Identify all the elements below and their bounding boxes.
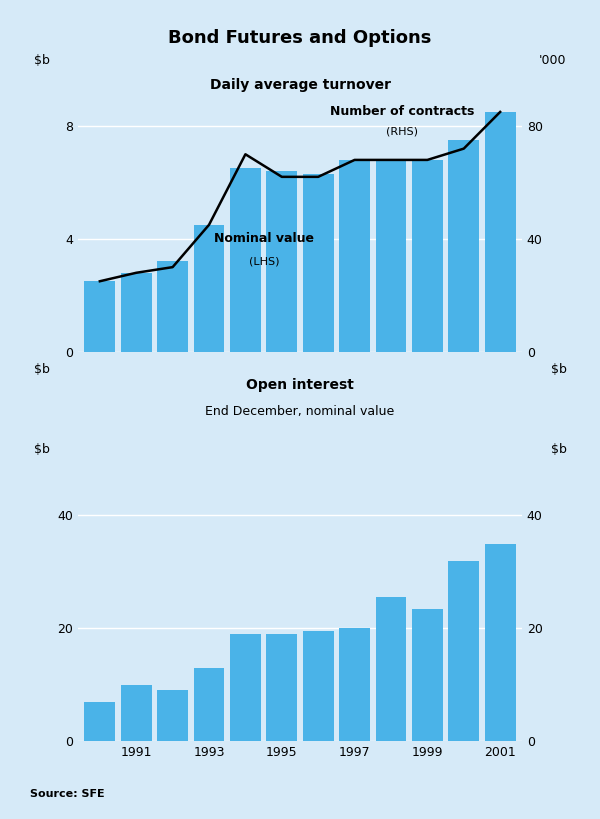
Text: Bond Futures and Options: Bond Futures and Options: [169, 29, 431, 47]
Bar: [157, 690, 188, 741]
Text: Source: SFE: Source: SFE: [30, 789, 104, 799]
Bar: [194, 667, 224, 741]
Bar: [266, 634, 297, 741]
Bar: [448, 140, 479, 352]
Bar: [376, 597, 406, 741]
Text: $b: $b: [34, 363, 49, 376]
Bar: [448, 560, 479, 741]
Bar: [303, 631, 334, 741]
Text: $b: $b: [551, 363, 566, 376]
Bar: [485, 112, 515, 352]
Text: End December, nominal value: End December, nominal value: [205, 405, 395, 419]
Text: $b: $b: [34, 54, 49, 67]
Text: Nominal value: Nominal value: [214, 233, 314, 246]
Bar: [485, 544, 515, 741]
Text: (RHS): (RHS): [386, 127, 418, 137]
Bar: [230, 169, 261, 352]
Bar: [121, 273, 152, 352]
Bar: [303, 174, 334, 352]
Text: Number of contracts: Number of contracts: [330, 106, 475, 119]
Bar: [339, 628, 370, 741]
Bar: [412, 160, 443, 352]
Text: (LHS): (LHS): [249, 256, 280, 266]
Bar: [230, 634, 261, 741]
Text: Open interest: Open interest: [246, 378, 354, 392]
Text: '000: '000: [539, 54, 566, 67]
Text: $b: $b: [34, 443, 49, 456]
Bar: [157, 261, 188, 352]
Text: $b: $b: [551, 443, 566, 456]
Bar: [194, 224, 224, 352]
Bar: [121, 685, 152, 741]
Bar: [266, 171, 297, 352]
Bar: [85, 281, 115, 352]
Bar: [376, 160, 406, 352]
Bar: [339, 160, 370, 352]
Bar: [412, 609, 443, 741]
Bar: [85, 702, 115, 741]
Text: Daily average turnover: Daily average turnover: [209, 78, 391, 92]
